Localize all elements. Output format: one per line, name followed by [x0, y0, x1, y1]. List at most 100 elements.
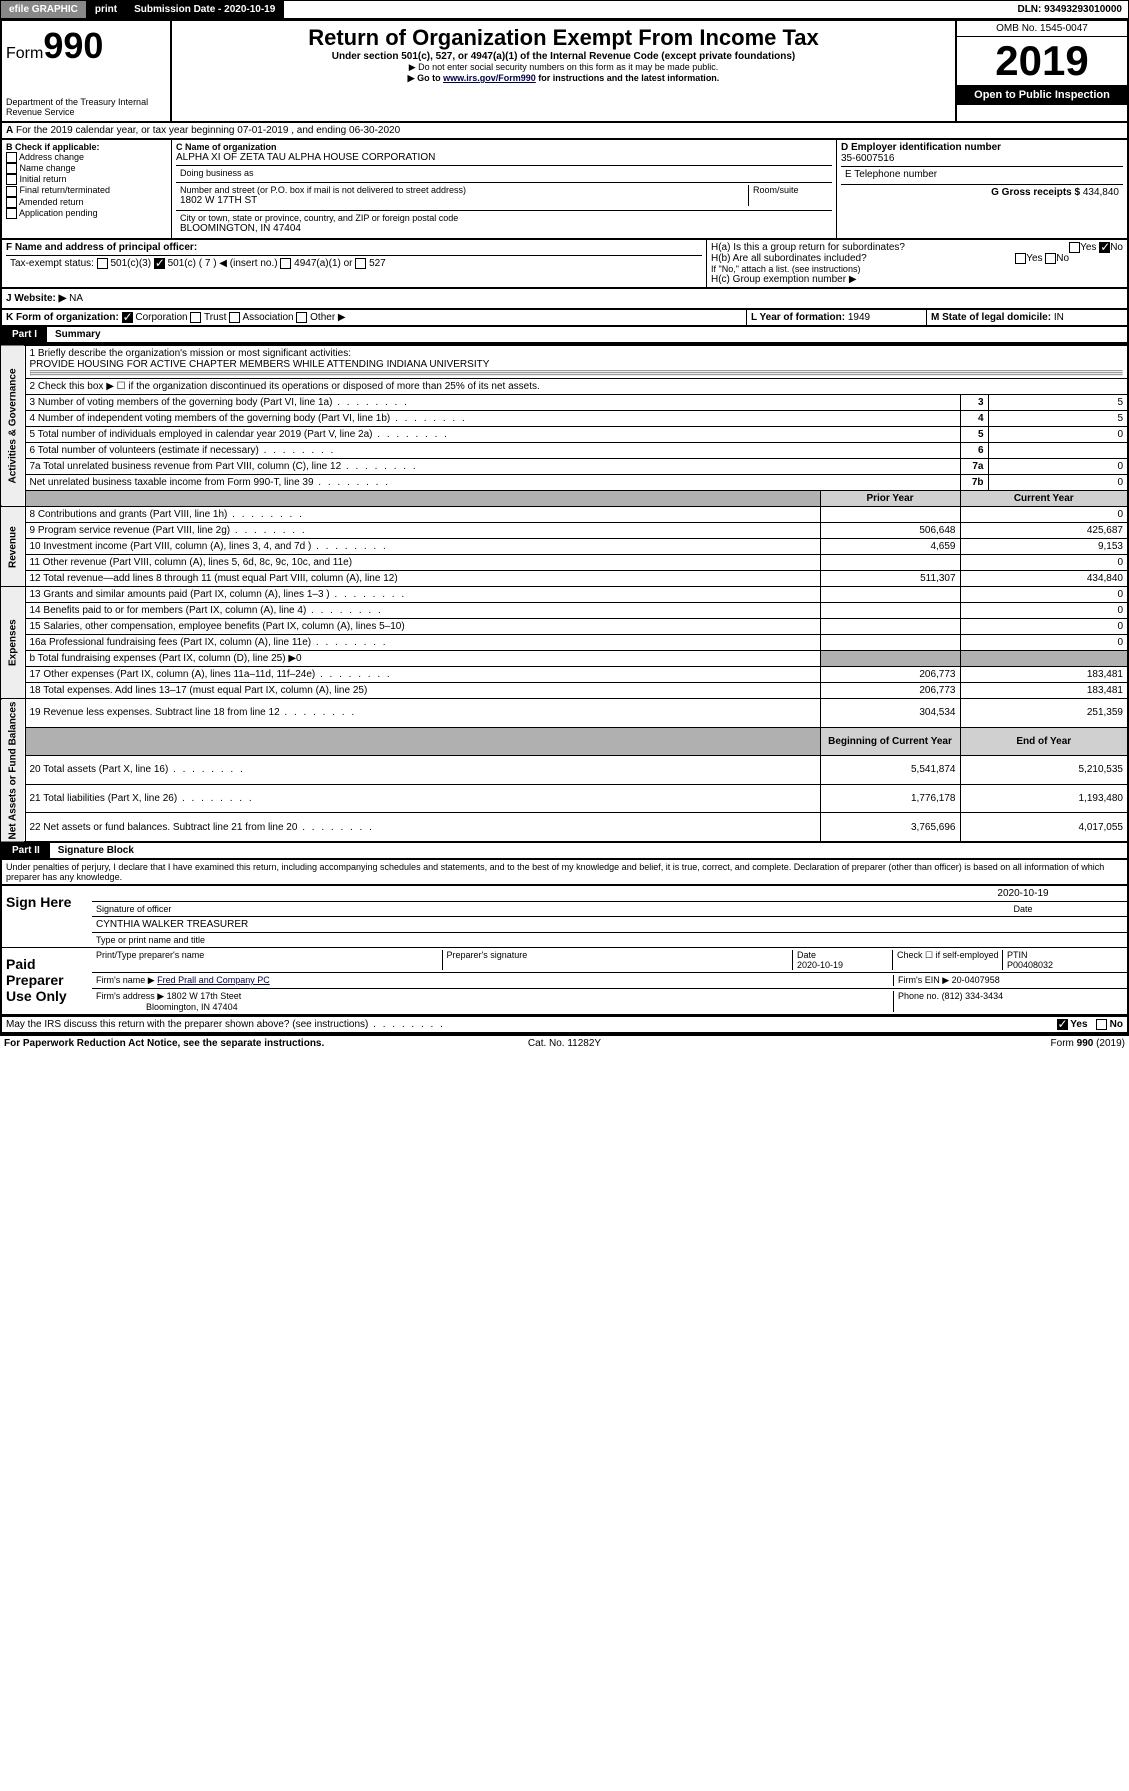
box-b-label: B Check if applicable:: [6, 142, 100, 152]
q2: 2 Check this box ▶ ☐ if the organization…: [25, 379, 1128, 395]
addr-label: Number and street (or P.O. box if mail i…: [180, 185, 748, 195]
q1-value: PROVIDE HOUSING FOR ACTIVE CHAPTER MEMBE…: [30, 359, 1124, 370]
p9: 506,648: [820, 523, 960, 539]
cb-name-change[interactable]: Name change: [6, 163, 167, 174]
c13: 0: [960, 587, 1128, 603]
signature-block: Sign Here 2020-10-19 Signature of office…: [0, 886, 1129, 1017]
c14: 0: [960, 603, 1128, 619]
p18: 206,773: [820, 683, 960, 699]
c22: 4,017,055: [960, 813, 1128, 842]
org-name: ALPHA XI OF ZETA TAU ALPHA HOUSE CORPORA…: [176, 152, 832, 163]
form-header: Form990 Department of the Treasury Inter…: [0, 19, 1129, 123]
p10: 4,659: [820, 539, 960, 555]
form-title: Return of Organization Exempt From Incom…: [176, 25, 951, 51]
preparer-name-label: Print/Type preparer's name: [96, 950, 443, 970]
website-value: NA: [69, 293, 83, 304]
q3: 3 Number of voting members of the govern…: [25, 395, 960, 411]
omb-number: OMB No. 1545-0047: [957, 21, 1127, 37]
open-public: Open to Public Inspection: [957, 85, 1127, 105]
q6: 6 Total number of volunteers (estimate i…: [25, 443, 960, 459]
dba-label: Doing business as: [176, 165, 832, 180]
q7a: 7a Total unrelated business revenue from…: [25, 459, 960, 475]
tax-status-label: Tax-exempt status:: [10, 258, 94, 269]
self-employed[interactable]: Check ☐ if self-employed: [893, 950, 1003, 970]
c12: 434,840: [960, 571, 1128, 587]
cb-527[interactable]: [355, 258, 366, 269]
year-formation: 1949: [848, 312, 870, 323]
cb-address-change[interactable]: Address change: [6, 152, 167, 163]
website-row: J Website: ▶ NA: [0, 289, 1129, 310]
firm-name[interactable]: Fred Prall and Company PC: [157, 975, 270, 985]
perjury-text: Under penalties of perjury, I declare th…: [0, 860, 1129, 886]
cb-assoc[interactable]: [229, 312, 240, 323]
v7a: 0: [988, 459, 1128, 475]
footer: For Paperwork Reduction Act Notice, see …: [0, 1034, 1129, 1051]
box-g-label: G Gross receipts $: [991, 187, 1080, 198]
org-address: 1802 W 17TH ST: [180, 195, 748, 206]
cb-initial-return[interactable]: Initial return: [6, 174, 167, 185]
sign-date: 2020-10-19: [997, 888, 1048, 899]
gross-receipts: 434,840: [1083, 187, 1119, 198]
v7b: 0: [988, 475, 1128, 491]
cb-501c[interactable]: [154, 258, 165, 269]
c21: 1,193,480: [960, 784, 1128, 813]
c11: 0: [960, 555, 1128, 571]
ha-label: H(a) Is this a group return for subordin…: [711, 242, 905, 253]
klm-row: K Form of organization: Corporation Trus…: [0, 310, 1129, 327]
c20: 5,210,535: [960, 756, 1128, 785]
efile-button[interactable]: efile GRAPHIC: [1, 1, 87, 18]
tax-year: 2019: [957, 37, 1127, 85]
hb-yes[interactable]: [1015, 253, 1026, 264]
header-bar: efile GRAPHIC print Submission Date - 20…: [0, 0, 1129, 19]
v5: 0: [988, 427, 1128, 443]
q5: 5 Total number of individuals employed i…: [25, 427, 960, 443]
q4: 4 Number of independent voting members o…: [25, 411, 960, 427]
part2-header: Part IISignature Block: [0, 843, 1129, 860]
firm-phone: (812) 334-3434: [942, 991, 1004, 1001]
side-revenue: Revenue: [1, 507, 25, 587]
p20: 5,541,874: [820, 756, 960, 785]
discuss-no[interactable]: [1096, 1019, 1107, 1030]
summary-table: Activities & Governance 1 Briefly descri…: [0, 344, 1129, 843]
form-ref: Form 990 (2019): [751, 1038, 1125, 1049]
form-note1: ▶ Do not enter social security numbers o…: [176, 62, 951, 73]
sig-officer-label: Signature of officer: [96, 904, 923, 914]
box-d-label: D Employer identification number: [841, 142, 1001, 153]
p12: 511,307: [820, 571, 960, 587]
side-netassets: Net Assets or Fund Balances: [1, 699, 25, 843]
current-year-hdr: Current Year: [960, 491, 1128, 507]
q7b: Net unrelated business taxable income fr…: [25, 475, 960, 491]
room-label: Room/suite: [748, 185, 828, 206]
org-info-block: B Check if applicable: Address change Na…: [0, 140, 1129, 240]
prep-date: 2020-10-19: [797, 960, 843, 970]
preparer-sig-label: Preparer's signature: [443, 950, 794, 970]
cb-4947[interactable]: [280, 258, 291, 269]
side-expenses: Expenses: [1, 587, 25, 699]
cb-other[interactable]: [296, 312, 307, 323]
ha-no[interactable]: [1099, 242, 1110, 253]
c17: 183,481: [960, 667, 1128, 683]
form-label: Form: [6, 45, 43, 62]
cb-trust[interactable]: [190, 312, 201, 323]
dept-label: Department of the Treasury Internal Reve…: [6, 97, 166, 117]
form-subtitle: Under section 501(c), 527, or 4947(a)(1)…: [176, 51, 951, 62]
print-button[interactable]: print: [87, 1, 126, 18]
c8: 0: [960, 507, 1128, 523]
ha-yes[interactable]: [1069, 242, 1080, 253]
c10: 9,153: [960, 539, 1128, 555]
cb-app-pending[interactable]: Application pending: [6, 208, 167, 219]
cb-501c3[interactable]: [97, 258, 108, 269]
c18: 183,481: [960, 683, 1128, 699]
cb-amended[interactable]: Amended return: [6, 197, 167, 208]
c19: 251,359: [960, 699, 1128, 728]
cb-final-return[interactable]: Final return/terminated: [6, 185, 167, 196]
c16a: 0: [960, 635, 1128, 651]
cb-corp[interactable]: [122, 312, 133, 323]
prior-year-hdr: Prior Year: [820, 491, 960, 507]
discuss-yes[interactable]: [1057, 1019, 1068, 1030]
begin-year-hdr: Beginning of Current Year: [820, 727, 960, 756]
cat-no: Cat. No. 11282Y: [378, 1038, 752, 1049]
p22: 3,765,696: [820, 813, 960, 842]
hb-no[interactable]: [1045, 253, 1056, 264]
city-label: City or town, state or province, country…: [180, 213, 828, 223]
